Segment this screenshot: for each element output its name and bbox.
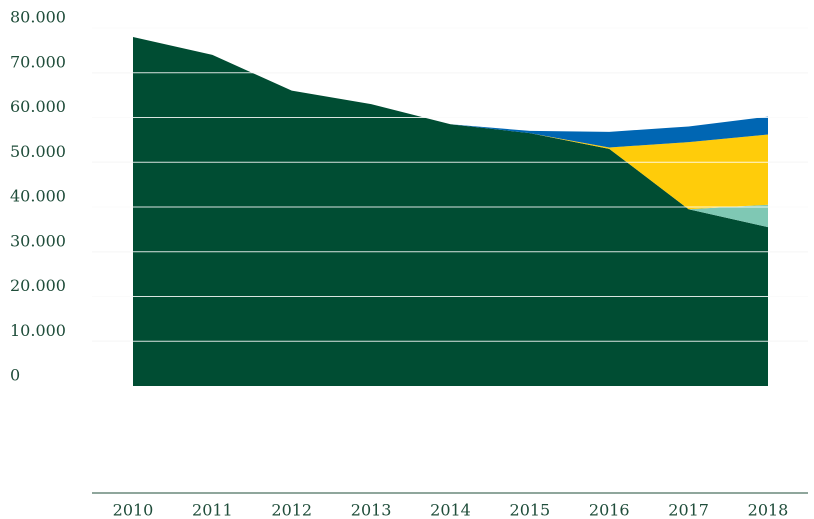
y-tick-label: 60.000: [10, 97, 66, 116]
x-tick-label: 2011: [192, 501, 233, 519]
x-tick-label: 2018: [748, 501, 789, 519]
y-tick-label: 0: [10, 366, 20, 385]
x-tick-label: 2012: [271, 501, 312, 519]
y-tick-label: 10.000: [10, 321, 66, 340]
x-tick-label: 2010: [113, 501, 154, 519]
area: [133, 36, 768, 148]
y-tick-label: 20.000: [10, 276, 66, 295]
area: [133, 36, 768, 210]
y-tick-label: 80.000: [10, 8, 66, 27]
x-tick-label: 2016: [589, 501, 630, 519]
x-tick-label: 2017: [668, 501, 709, 519]
area: [133, 36, 768, 386]
y-tick-label: 40.000: [10, 187, 66, 206]
y-tick-label: 50.000: [10, 142, 66, 161]
y-tick-label: 30.000: [10, 231, 66, 250]
x-tick-label: 2014: [430, 501, 471, 519]
x-tick-label: 2013: [351, 501, 392, 519]
y-tick-label: 70.000: [10, 52, 66, 71]
x-tick-label: 2015: [510, 501, 551, 519]
